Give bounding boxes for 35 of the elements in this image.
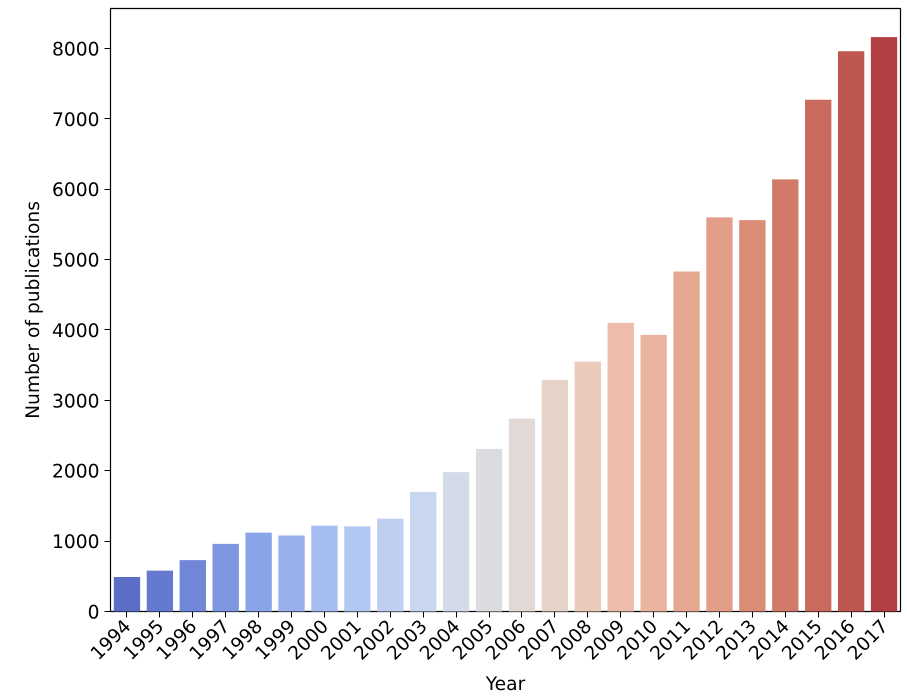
y-tick-label: 8000	[52, 39, 100, 60]
bar	[344, 526, 371, 612]
bar	[838, 51, 864, 612]
bar	[410, 492, 436, 612]
y-tick-label: 3000	[52, 391, 100, 412]
bar	[608, 322, 634, 612]
bar	[542, 380, 568, 612]
bar	[640, 334, 667, 612]
y-tick-label: 1000	[52, 532, 100, 554]
bar	[476, 448, 502, 612]
bar	[574, 362, 601, 612]
bar	[180, 560, 206, 612]
bar	[212, 544, 239, 612]
bar	[146, 570, 174, 612]
bar	[114, 577, 140, 612]
bar	[508, 418, 536, 612]
bar	[673, 272, 700, 612]
y-tick-label: 4000	[52, 320, 100, 342]
y-axis-title: Number of publications	[23, 201, 44, 419]
x-axis-title: Year	[484, 674, 526, 695]
y-tick-label: 6000	[52, 180, 100, 202]
bar	[245, 532, 272, 612]
bar	[377, 518, 404, 612]
bar	[442, 472, 470, 612]
bar	[278, 535, 305, 612]
bar	[870, 37, 898, 612]
y-tick-label: 2000	[52, 462, 100, 483]
y-tick-label: 5000	[52, 250, 100, 272]
bar	[805, 100, 832, 612]
bar	[772, 179, 798, 612]
bar	[706, 217, 733, 612]
y-tick-label: 0	[88, 602, 100, 624]
bar	[311, 526, 338, 612]
y-tick-label: 7000	[52, 110, 100, 131]
bar	[739, 220, 766, 612]
